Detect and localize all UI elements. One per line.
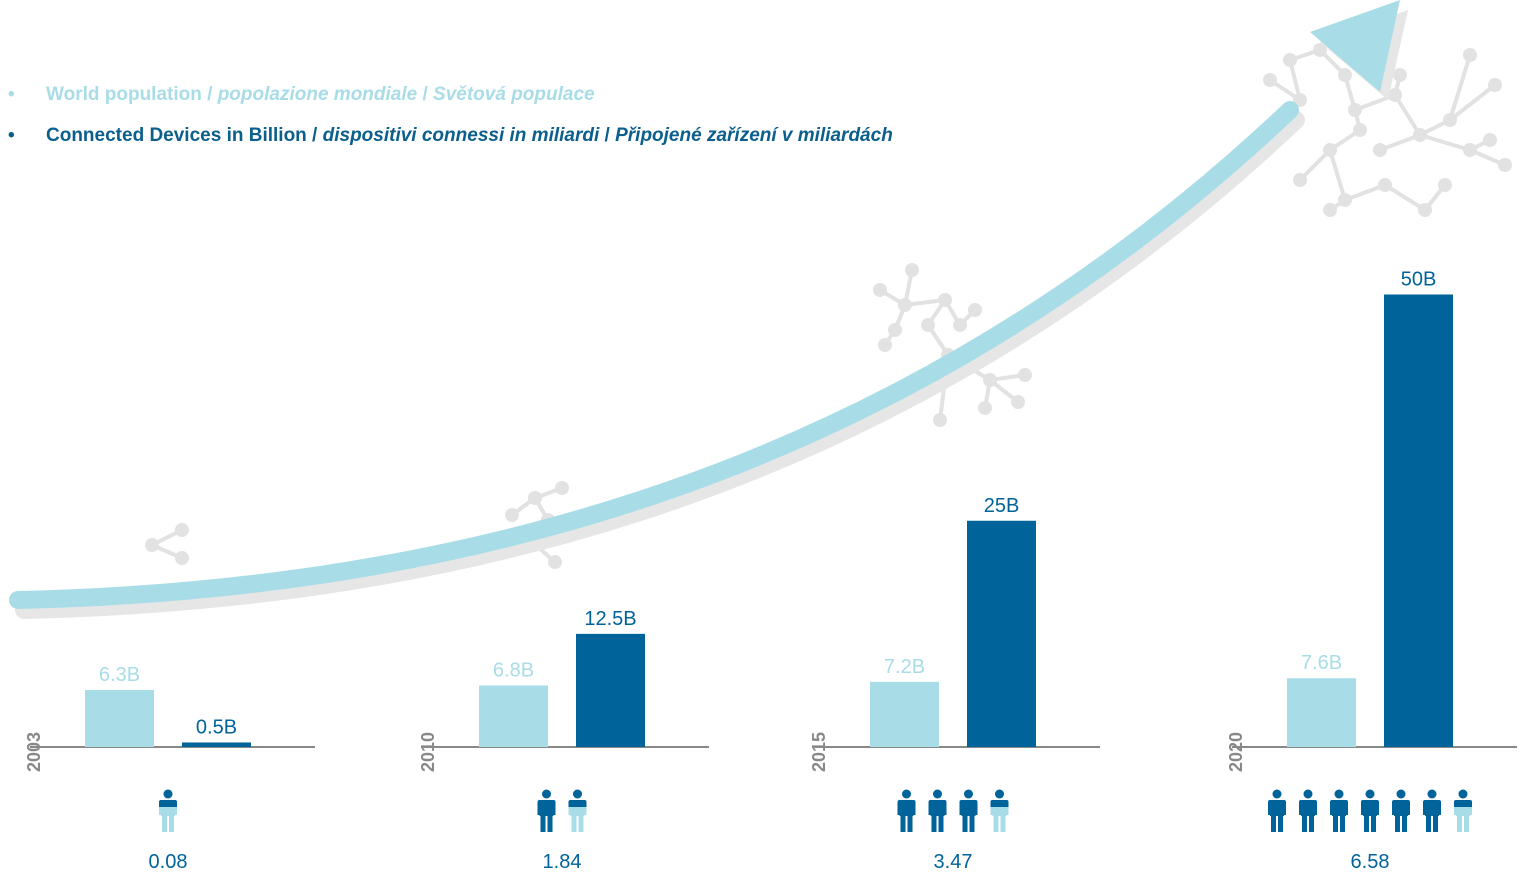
person-icon	[1299, 789, 1317, 832]
legend-population-en: World population	[46, 84, 202, 105]
legend-sep: /	[201, 84, 218, 105]
legend-devices-cz: Připojené zařízení v miliardách	[615, 125, 893, 146]
legend-item-population: • World population / popolazione mondiale…	[8, 84, 595, 106]
person-icon	[159, 789, 177, 807]
person-icon	[537, 789, 556, 832]
person-icon-partial	[1454, 789, 1472, 807]
data-label-population: 7.6B	[1301, 652, 1342, 674]
person-icon-partial	[568, 789, 587, 807]
person-icon	[897, 789, 916, 832]
person-icon	[1423, 789, 1441, 832]
data-label-population: 7.2B	[884, 656, 925, 678]
bar-group-2015: 2015 7.2B 25B 3.47	[809, 495, 1100, 873]
data-label-devices: 12.5B	[584, 608, 636, 630]
bar-population	[870, 681, 939, 747]
legend-population-cz: Světová populace	[433, 84, 595, 105]
bar-group-2020: 2020 7.6B 50B 6.58	[1226, 269, 1517, 873]
ratio-label: 6.58	[1351, 851, 1390, 873]
x-tick-label: 2003	[24, 732, 44, 772]
person-icon	[1330, 789, 1348, 832]
x-tick-label: 2015	[809, 732, 829, 772]
ratio-label: 1.84	[543, 851, 582, 873]
growth-arrow	[9, 101, 1299, 609]
data-label-devices: 50B	[1401, 269, 1437, 291]
legend-devices-en: Connected Devices in Billion	[46, 125, 307, 146]
bar-population	[479, 685, 548, 747]
bar-devices	[182, 742, 251, 747]
legend-bullet-devices: •	[8, 125, 15, 146]
person-icon-partial	[990, 789, 1009, 807]
x-tick-label: 2020	[1226, 732, 1246, 772]
person-icon	[959, 789, 978, 832]
network-graphic	[1263, 43, 1512, 217]
network-graphic	[145, 523, 189, 565]
growth-arrow-shadow	[15, 111, 1305, 619]
data-label-population: 6.3B	[99, 664, 140, 686]
data-label-devices: 25B	[984, 495, 1020, 517]
legend-bullet-population: •	[8, 84, 15, 105]
bar-population	[85, 689, 154, 747]
legend-population-it: popolazione mondiale	[217, 84, 418, 105]
legend-sep: /	[599, 125, 616, 146]
person-icon	[1454, 789, 1472, 807]
legend-sep: /	[306, 125, 323, 146]
person-icon	[1268, 789, 1286, 832]
legend-devices-it: dispositivi connessi in miliardi	[322, 125, 600, 146]
bar-devices	[1384, 294, 1453, 747]
person-icon	[568, 789, 587, 807]
bar-devices	[967, 520, 1036, 747]
growth-arrow-head	[1310, 0, 1400, 92]
ratio-label: 3.47	[934, 851, 973, 873]
ratio-label: 0.08	[149, 851, 188, 873]
bar-population	[1287, 678, 1356, 747]
person-icon	[990, 789, 1009, 807]
x-tick-label: 2010	[418, 732, 438, 772]
bar-group-2003: 2003 6.3B 0.5B 0.08	[24, 664, 315, 873]
person-icon	[928, 789, 947, 832]
decoration-layer	[9, 0, 1512, 619]
person-icon-partial	[159, 789, 177, 807]
legend-item-devices: • Connected Devices in Billion / disposit…	[8, 125, 893, 147]
data-label-population: 6.8B	[493, 659, 534, 681]
bar-group-2010: 2010 6.8B 12.5B 1.84	[418, 608, 709, 873]
person-icon	[1392, 789, 1410, 832]
bar-devices	[576, 633, 645, 747]
data-label-devices: 0.5B	[196, 716, 237, 738]
legend-sep: /	[417, 84, 434, 105]
person-icon	[1361, 789, 1379, 832]
bar-groups: 2003 6.3B 0.5B 0.08 2010 6.8B 12.5B 1.84 2015 7.2…	[24, 269, 1517, 873]
